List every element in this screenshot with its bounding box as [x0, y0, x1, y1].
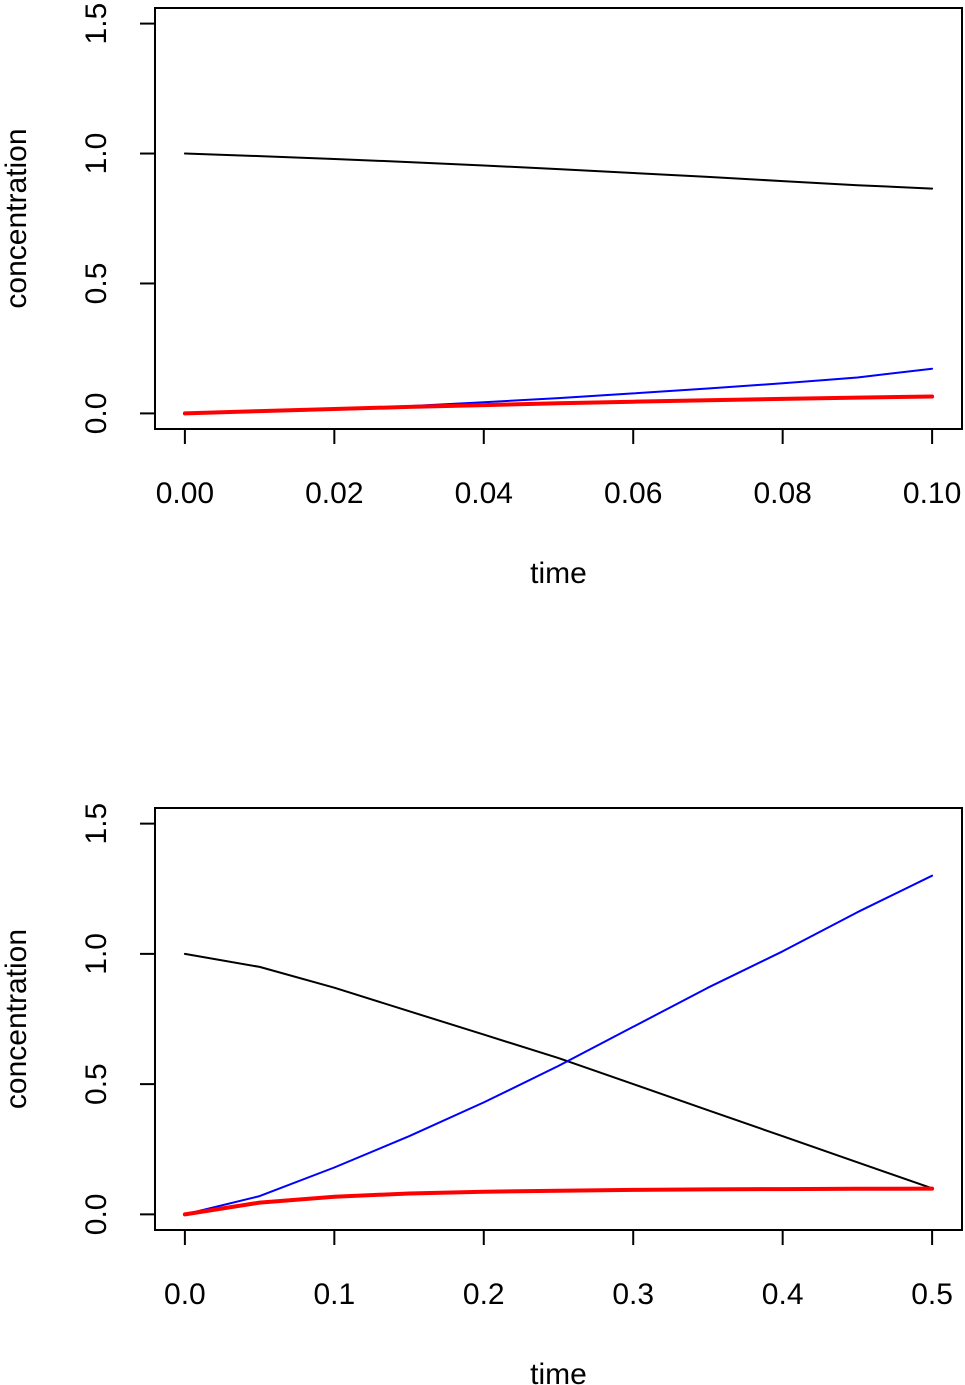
y-tick-label: 1.5 [80, 3, 113, 45]
y-tick-label: 1.0 [80, 933, 113, 975]
x-tick-label: 0.1 [313, 1278, 355, 1311]
series-line-3 [182, 394, 935, 416]
series-line-2 [183, 874, 934, 1216]
y-tick-label: 0.5 [80, 1063, 113, 1105]
x-tick-label: 0.3 [612, 1278, 654, 1311]
y-axis-title: concentration [0, 929, 33, 1109]
x-tick-label: 0.0 [164, 1278, 206, 1311]
x-tick-label: 0.5 [911, 1278, 953, 1311]
x-tick-label: 0.04 [455, 477, 513, 510]
plot-frame [154, 807, 963, 1231]
chart-panel-2: 0.0 0.1 0.2 0.3 0.4 0.5 0.0 0.5 1.0 1.5 time concen… [0, 803, 963, 1385]
x-axis-title: time [530, 1358, 587, 1385]
y-axis-title: concentration [0, 128, 33, 308]
x-tick-label: 0.02 [305, 477, 363, 510]
x-tick-label: 0.10 [903, 477, 961, 510]
chart-panel-1: 0.00 0.02 0.04 0.06 0.08 0.10 0.0 0.5 1.0 1.5 time… [0, 3, 963, 590]
series-line-1 [183, 952, 934, 1190]
x-tick-label: 0.4 [762, 1278, 804, 1311]
series-line-3 [182, 1186, 935, 1217]
y-tick-label: 1.0 [80, 133, 113, 175]
y-tick-label: 0.0 [80, 393, 113, 435]
x-tick-label: 0.2 [463, 1278, 505, 1311]
series-line-2 [183, 367, 934, 415]
y-tick-label: 1.5 [80, 803, 113, 845]
x-tick-label: 0.00 [156, 477, 214, 510]
x-axis-title: time [530, 557, 587, 590]
y-tick-label: 0.5 [80, 263, 113, 305]
x-tick-label: 0.08 [753, 477, 811, 510]
plot-frame [154, 7, 963, 430]
x-tick-label: 0.06 [604, 477, 662, 510]
series-line-1 [183, 152, 934, 190]
y-tick-label: 0.0 [80, 1194, 113, 1236]
